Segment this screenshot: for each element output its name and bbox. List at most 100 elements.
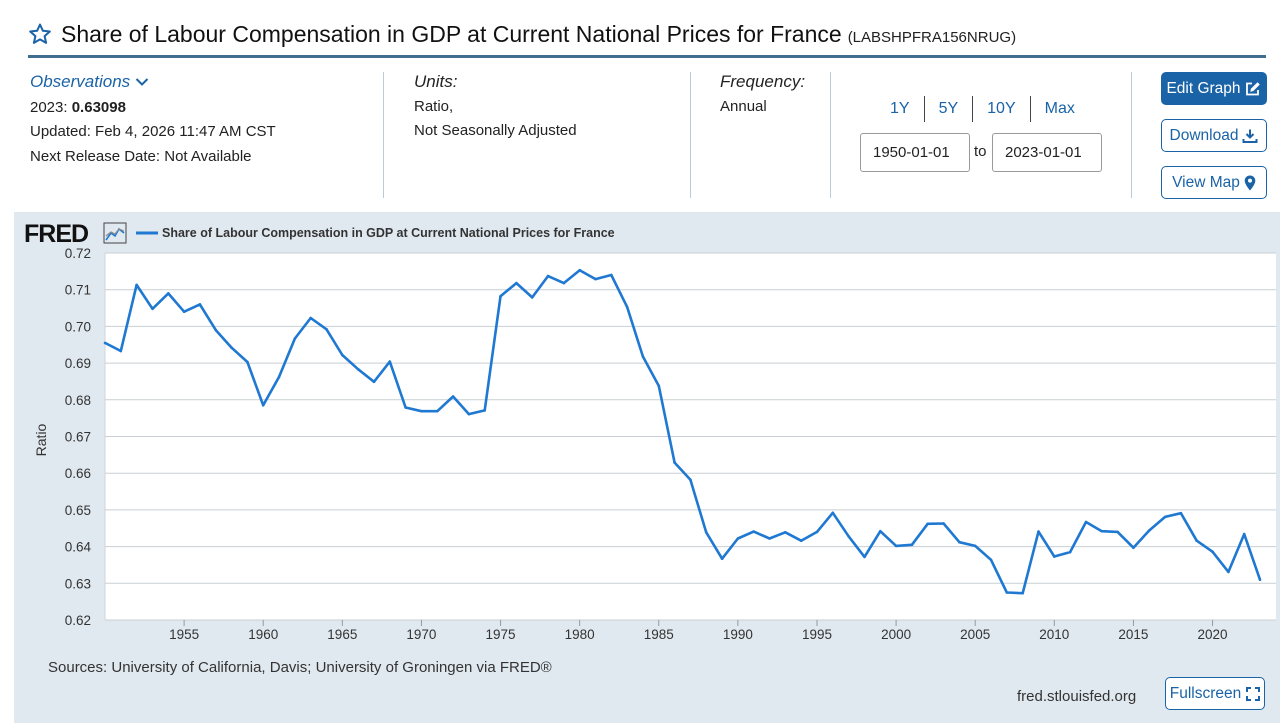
data-point [167,292,170,295]
download-button[interactable]: Download [1161,119,1267,152]
data-point [1084,520,1088,524]
data-point [926,522,929,526]
data-point [1132,546,1135,549]
x-tick-label: 1990 [723,627,753,642]
data-point [436,409,439,413]
data-point [499,295,502,298]
data-point [625,305,629,309]
data-point [341,353,344,357]
data-point [372,380,376,384]
chart-sources: Sources: University of California, Davis… [48,659,552,676]
x-tick-label: 2015 [1118,627,1148,642]
data-point [483,409,487,412]
data-point [293,337,297,340]
data-point [309,316,313,320]
fred-site-link[interactable]: fred.stlouisfed.org [1017,688,1137,705]
frequency-label: Frequency: [720,72,806,91]
data-point [689,478,692,482]
y-tick-label: 0.62 [65,613,91,628]
x-tick-label: 1960 [248,627,278,642]
data-point [420,409,423,413]
y-tick-label: 0.64 [65,540,92,555]
view-map-button[interactable]: View Map [1161,166,1267,199]
data-point [119,349,123,353]
units-line-1: Ratio, [414,97,454,115]
x-tick-label: 1975 [486,627,516,642]
data-point [230,346,233,349]
y-tick-label: 0.69 [65,356,91,371]
map-pin-icon [1244,175,1256,190]
edit-graph-label: Edit Graph [1166,79,1241,97]
divider [383,72,384,198]
data-point [515,281,518,285]
data-point [578,268,581,272]
data-point [1116,530,1119,534]
x-tick-label: 1965 [327,627,357,642]
x-tick-label: 2010 [1039,627,1069,642]
data-point [1211,550,1214,553]
to-label: to [974,143,987,160]
view-map-label: View Map [1172,173,1240,191]
data-point [1242,532,1246,536]
data-point [1227,570,1230,574]
data-point [325,328,328,331]
x-tick-label: 1985 [644,627,674,642]
data-point [736,537,740,540]
data-point [910,543,914,547]
y-tick-label: 0.68 [65,393,91,408]
data-point [1147,529,1151,532]
next-release-date: Next Release Date: Not Available [30,147,252,165]
range-max-button[interactable]: Max [1044,100,1075,117]
data-point [942,522,945,525]
end-date-input[interactable] [992,133,1102,172]
data-point [704,531,708,534]
data-point [451,395,455,398]
data-point [277,375,281,379]
data-point [1053,555,1056,558]
page-title: Share of Labour Compensation in GDP at C… [61,20,842,47]
data-point [388,360,392,363]
data-point [1037,530,1040,533]
data-point [1068,550,1072,554]
data-point [1258,578,1262,581]
x-tick-label: 2020 [1198,627,1228,642]
fullscreen-button[interactable]: Fullscreen [1165,677,1265,710]
latest-observation-value: 0.63098 [71,98,126,116]
series-id: (LABSHPFRA156NRUG) [847,28,1017,46]
y-tick-label: 0.63 [65,576,91,591]
units-line-2: Not Seasonally Adjusted [414,122,577,139]
observations-toggle[interactable]: Observations [30,70,149,95]
range-10y-button[interactable]: 10Y [973,96,1031,122]
fred-logo: FRED [24,220,88,248]
range-1y-button[interactable]: 1Y [876,96,925,122]
title-row: Share of Labour Compensation in GDP at C… [28,14,1266,54]
data-point [799,539,803,542]
data-point [673,461,676,464]
data-point [610,273,613,277]
chart[interactable]: FRED Share of Labour Compensation in GDP… [14,212,1280,723]
data-point [546,274,550,278]
edit-graph-button[interactable]: Edit Graph [1161,72,1267,105]
data-point [1179,511,1183,515]
units-label: Units: [414,72,458,91]
divider [1131,72,1132,198]
data-point [768,537,771,540]
data-point [198,303,202,306]
download-icon [1242,129,1258,143]
y-axis-label: Ratio [33,423,49,456]
range-5y-button[interactable]: 5Y [925,96,974,122]
start-date-input[interactable] [860,133,970,172]
data-point [356,368,360,371]
data-point [894,544,898,548]
data-point [720,557,724,560]
latest-observation: 2023: 0.63098 [30,96,370,121]
data-point [1021,591,1024,595]
fullscreen-label: Fullscreen [1169,684,1242,702]
star-icon[interactable] [28,22,52,46]
data-point [467,412,471,416]
y-tick-label: 0.70 [65,319,91,334]
fred-chart-icon [103,222,127,244]
y-tick-label: 0.66 [65,466,91,481]
data-point [657,384,661,388]
frequency-panel: Frequency: Annual [720,70,820,119]
